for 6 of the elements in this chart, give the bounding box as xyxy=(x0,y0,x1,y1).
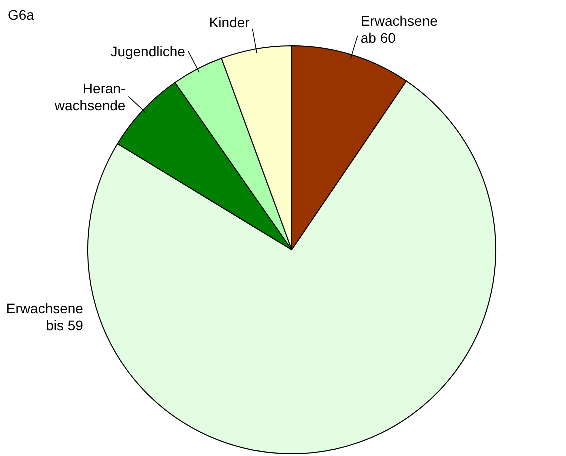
slice-label: Erwachsene ab 60 xyxy=(360,12,438,46)
slice-label: Jugendliche xyxy=(110,43,186,60)
slice-label: Erwachsene bis 59 xyxy=(6,300,84,334)
slice-label: Heran-wachsende xyxy=(54,80,126,114)
slice-label: Kinder xyxy=(209,14,250,30)
chart-title: G6a xyxy=(8,7,35,23)
